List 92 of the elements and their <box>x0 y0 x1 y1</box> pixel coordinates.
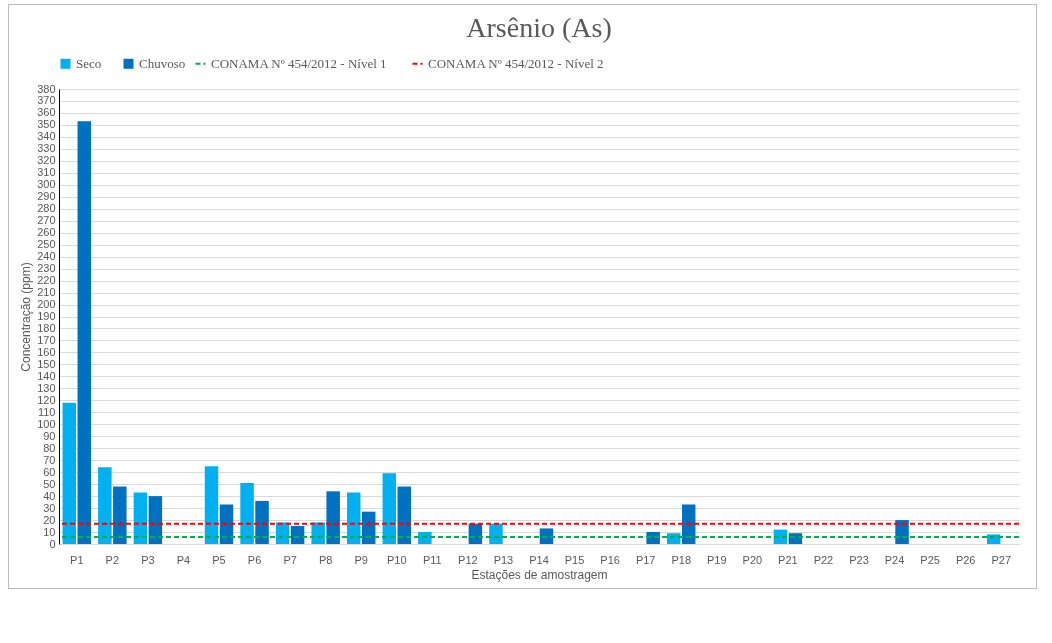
bar <box>681 504 696 544</box>
bar <box>290 526 305 544</box>
x-tick-label: P26 <box>955 553 976 566</box>
x-axis-title: Estações de amostragem <box>471 567 608 582</box>
y-tick-label: 380 <box>37 82 56 95</box>
y-tick-label: 160 <box>37 345 56 358</box>
x-tick-label: P12 <box>458 553 478 566</box>
x-tick-label: P11 <box>422 553 442 566</box>
x-tick-label: P9 <box>354 553 368 566</box>
y-tick-label: 220 <box>37 274 56 287</box>
x-tick-label: P10 <box>386 553 407 566</box>
y-axis-title: Concentração (ppm) <box>19 262 34 372</box>
y-tick-label: 360 <box>37 106 56 119</box>
bar <box>77 121 91 544</box>
bar <box>133 492 148 544</box>
x-tick-label: P4 <box>176 553 191 566</box>
bar <box>62 402 77 544</box>
x-tick-label: P1 <box>70 553 84 566</box>
x-tick-label: P17 <box>635 553 656 566</box>
y-tick-label: 280 <box>37 202 56 215</box>
y-tick-label: 200 <box>37 298 56 311</box>
y-tick-label: 240 <box>37 250 56 263</box>
bar <box>418 532 432 544</box>
bar <box>240 482 254 544</box>
x-tick-label: P3 <box>141 553 155 566</box>
bar <box>219 504 234 544</box>
y-tick-label: 210 <box>37 286 56 299</box>
y-tick-label: 120 <box>37 393 56 406</box>
y-tick-label: 60 <box>43 465 56 478</box>
y-tick-label: 300 <box>37 178 56 191</box>
y-tick-label: 150 <box>37 357 56 370</box>
y-tick-label: 30 <box>43 501 56 514</box>
y-tick-label: 320 <box>37 154 56 167</box>
y-tick-label: 270 <box>37 214 56 227</box>
bar <box>255 500 269 544</box>
x-tick-label: P18 <box>671 553 692 566</box>
y-tick-label: 310 <box>37 166 56 179</box>
x-tick-label: P25 <box>920 553 940 566</box>
y-tick-label: 260 <box>37 226 56 239</box>
y-tick-label: 80 <box>43 441 56 454</box>
chart-title: Arsênio (As) <box>466 12 612 43</box>
bar <box>347 492 361 544</box>
y-tick-label: 90 <box>43 429 56 442</box>
y-tick-label: 250 <box>37 238 56 251</box>
x-tick-label: P8 <box>318 553 333 566</box>
bar <box>489 523 503 544</box>
y-tick-label: 190 <box>37 310 56 322</box>
y-tick-label: 340 <box>37 130 56 143</box>
y-tick-label: 130 <box>37 381 56 394</box>
bar <box>397 486 411 544</box>
x-tick-label: P5 <box>212 553 226 566</box>
y-tick-label: 170 <box>37 333 56 346</box>
bar <box>326 491 340 544</box>
x-tick-label: P22 <box>813 553 834 566</box>
y-tick-label: 70 <box>43 453 56 466</box>
y-tick-label: 290 <box>37 190 56 203</box>
x-tick-label: P20 <box>742 553 763 566</box>
y-tick-label: 140 <box>37 369 56 382</box>
bar <box>148 496 163 544</box>
y-tick-label: 180 <box>37 321 56 334</box>
x-tick-label: P15 <box>564 553 585 566</box>
y-tick-label: 230 <box>37 262 56 275</box>
y-tick-label: 40 <box>43 489 56 502</box>
x-tick-label: P13 <box>493 553 514 566</box>
y-tick-label: 110 <box>37 405 56 418</box>
y-tick-label: 370 <box>37 94 56 107</box>
legend-label: CONAMA Nº 454/2012 - Nível 1 <box>211 55 387 71</box>
bar <box>98 467 112 544</box>
x-tick-label: P7 <box>283 553 297 566</box>
y-tick-label: 330 <box>37 142 56 155</box>
legend-label: Seco <box>76 55 102 71</box>
x-tick-label: P27 <box>991 553 1012 566</box>
legend-label: CONAMA Nº 454/2012 - Nível 2 <box>428 55 604 71</box>
x-tick-label: P19 <box>706 553 727 566</box>
bar <box>382 473 397 544</box>
y-tick-label: 100 <box>37 417 56 430</box>
y-tick-label: 350 <box>37 118 56 131</box>
bar <box>113 486 127 544</box>
legend-label: Chuvoso <box>139 55 186 71</box>
x-tick-label: P21 <box>778 553 798 566</box>
x-tick-label: P16 <box>600 553 620 566</box>
bar <box>539 528 554 544</box>
y-tick-label: 10 <box>43 525 56 538</box>
x-tick-label: P14 <box>529 553 549 566</box>
x-tick-label: P23 <box>849 553 869 566</box>
x-tick-label: P2 <box>105 553 120 566</box>
y-tick-label: 20 <box>43 513 56 526</box>
y-tick-label: 0 <box>49 537 56 550</box>
y-tick-label: 50 <box>43 477 56 490</box>
bar <box>204 466 219 544</box>
x-tick-label: P6 <box>247 553 262 566</box>
x-tick-label: P24 <box>884 553 905 566</box>
